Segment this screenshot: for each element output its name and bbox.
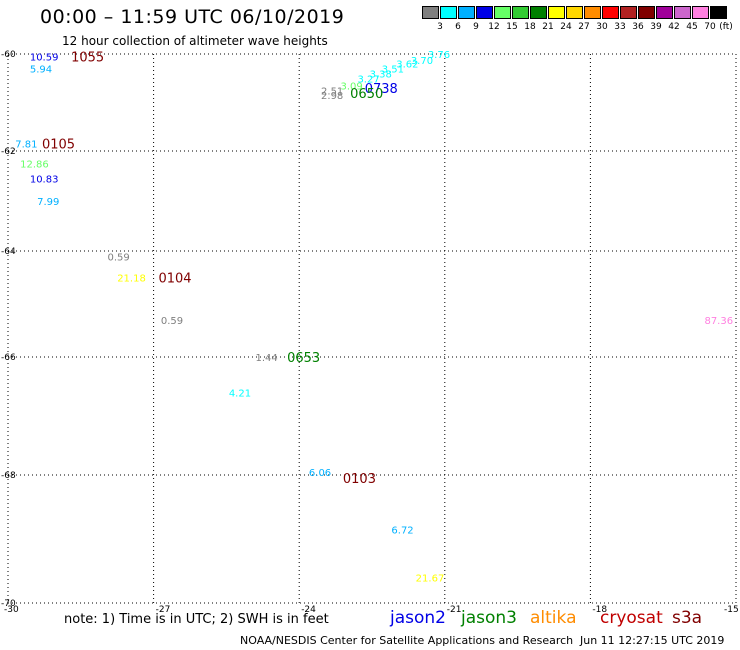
legend-swatch — [692, 6, 709, 19]
legend-swatch — [638, 6, 655, 19]
legend-swatch — [512, 6, 529, 19]
legend-level-label: 12 — [488, 22, 500, 32]
wave-height-value: 3.70 — [411, 56, 433, 67]
legend-level-label: 36 — [632, 22, 644, 32]
wave-height-value: 6.72 — [391, 525, 413, 536]
legend-level-label: 33 — [614, 22, 626, 32]
satellite-jason3: jason3 — [461, 608, 517, 628]
longitude-label: -24 — [301, 605, 316, 615]
pass-time-label: 1055 — [71, 50, 104, 65]
wave-height-value: 7.99 — [37, 197, 59, 208]
legend-swatch — [422, 6, 439, 19]
legend-swatch — [656, 6, 673, 19]
latitude-label: -60 — [1, 50, 16, 60]
latitude-label: -62 — [1, 147, 16, 157]
latitude-label: -70 — [1, 599, 16, 609]
wave-height-value: 7.81 — [15, 140, 37, 151]
legend-level-label: 24 — [560, 22, 572, 32]
wave-height-value: 21.67 — [416, 573, 445, 584]
wave-height-value: 3.51 — [382, 65, 404, 76]
legend-swatch — [440, 6, 457, 19]
wave-height-value: 3.09 — [340, 82, 362, 93]
wave-height-value: 1.44 — [256, 353, 278, 364]
wave-height-value: 5.94 — [30, 65, 52, 76]
latitude-label: -66 — [1, 353, 16, 363]
latitude-label: -64 — [1, 247, 16, 257]
wave-height-value: 3.38 — [370, 69, 392, 80]
legend-level-label: 6 — [455, 22, 461, 32]
pass-time-label: 0650 — [350, 87, 383, 102]
latitude-label: -68 — [1, 471, 16, 481]
wave-height-value: 21.18 — [117, 274, 146, 285]
legend-level-label: 18 — [524, 22, 536, 32]
legend-level-label: 30 — [596, 22, 608, 32]
wave-height-value: 10.59 — [30, 52, 59, 63]
legend-swatch — [548, 6, 565, 19]
satellite-s3a: s3a — [672, 608, 703, 628]
legend-swatch — [458, 6, 475, 19]
legend-level-label: 9 — [473, 22, 479, 32]
wave-height-value: 2.51 — [321, 86, 343, 97]
legend-swatch — [710, 6, 727, 19]
legend-swatch — [476, 6, 493, 19]
legend-level-label: 15 — [506, 22, 518, 32]
wave-height-value: 3.27 — [357, 74, 379, 85]
legend-level-label: 70 — [704, 22, 716, 32]
satellite-cryosat: cryosat — [600, 608, 663, 628]
satellite-altika: altika — [530, 608, 577, 628]
pass-time-label: 0738 — [365, 82, 398, 97]
wave-height-value: 2.98 — [321, 91, 343, 102]
longitude-label: -18 — [592, 605, 607, 615]
legend-level-label: 45 — [686, 22, 698, 32]
longitude-label: -27 — [156, 605, 171, 615]
wave-height-value: 3.76 — [428, 50, 450, 61]
longitude-label: -15 — [724, 605, 739, 615]
pass-time-label: 0105 — [42, 138, 75, 153]
wave-height-value: 0.59 — [161, 316, 183, 327]
legend-swatch — [620, 6, 637, 19]
wave-height-value: 0.59 — [107, 252, 129, 263]
legend-swatch — [494, 6, 511, 19]
wave-height-value: 87.36 — [704, 316, 733, 327]
pass-time-label: 0653 — [287, 351, 320, 366]
footer-credit: NOAA/NESDIS Center for Satellite Applica… — [240, 634, 574, 647]
pass-time-label: 0104 — [158, 272, 191, 287]
wave-height-value: 12.86 — [20, 160, 49, 171]
legend-unit: (ft) — [719, 22, 733, 32]
legend-level-label: 42 — [668, 22, 680, 32]
note-text: note: 1) Time is in UTC; 2) SWH is in fe… — [64, 612, 329, 627]
legend-swatch — [530, 6, 547, 19]
pass-time-label: 0103 — [343, 472, 376, 487]
wave-height-value: 6.06 — [309, 468, 331, 479]
wave-height-value: 3.62 — [396, 60, 418, 71]
legend-swatch — [674, 6, 691, 19]
page-title: 00:00 – 11:59 UTC 06/10/2019 — [40, 6, 345, 28]
legend-level-label: 21 — [542, 22, 554, 32]
generated-timestamp: Jun 11 12:27:15 UTC 2019 — [580, 634, 725, 647]
legend-swatch — [566, 6, 583, 19]
legend-level-label: 39 — [650, 22, 662, 32]
wave-height-value: 10.83 — [30, 175, 59, 186]
longitude-label: -30 — [4, 605, 19, 615]
map-frame — [7, 53, 737, 604]
legend-swatch — [602, 6, 619, 19]
wave-height-value: 4.21 — [229, 388, 251, 399]
legend-level-label: 3 — [437, 22, 443, 32]
legend-swatch — [584, 6, 601, 19]
legend-level-label: 27 — [578, 22, 590, 32]
satellite-jason2: jason2 — [390, 608, 446, 628]
page-subtitle: 12 hour collection of altimeter wave hei… — [62, 34, 328, 48]
longitude-label: -21 — [447, 605, 462, 615]
